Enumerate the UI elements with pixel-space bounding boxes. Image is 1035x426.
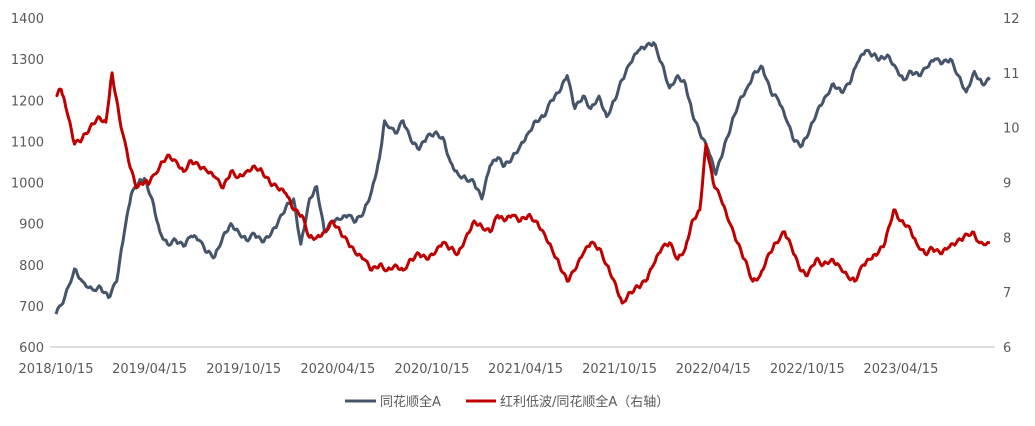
x-tick-label: 2020/04/15 xyxy=(300,362,375,377)
series-line-all-a xyxy=(54,41,991,315)
y-left-tick-label: 600 xyxy=(19,341,44,356)
y-left-tick-label: 1200 xyxy=(11,94,44,109)
legend-label-ratio: 红利低波/同花顺全A（右轴） xyxy=(500,394,669,410)
y-left-tick-label: 800 xyxy=(19,259,44,274)
x-tick-label: 2019/04/15 xyxy=(112,362,187,377)
y-left-tick-label: 700 xyxy=(19,300,44,315)
x-tick-label: 2018/10/15 xyxy=(19,362,94,377)
x-tick-label: 2021/04/15 xyxy=(488,362,563,377)
y-right-tick-label: 10 xyxy=(1003,122,1020,137)
y-right-tick-label: 9 xyxy=(1003,177,1011,192)
left-axis-tick-labels: 600 700 800 900 1000 1100 1200 1300 1400 xyxy=(11,12,44,356)
y-left-tick-label: 1100 xyxy=(11,135,44,150)
y-right-tick-label: 8 xyxy=(1003,231,1011,246)
series-line-ratio xyxy=(55,71,991,305)
y-right-tick-label: 7 xyxy=(1003,286,1011,301)
x-tick-label: 2022/04/15 xyxy=(676,362,751,377)
y-right-tick-label: 12 xyxy=(1003,12,1020,27)
x-tick-label: 2019/10/15 xyxy=(206,362,281,377)
legend-label-all-a: 同花顺全A xyxy=(380,394,441,410)
y-right-tick-label: 11 xyxy=(1003,67,1020,82)
series-lines xyxy=(54,41,991,315)
y-right-tick-label: 6 xyxy=(1003,341,1011,356)
right-axis-tick-labels: 6 7 8 9 10 11 12 xyxy=(1003,12,1020,356)
x-tick-label: 2022/10/15 xyxy=(770,362,845,377)
y-left-tick-label: 1400 xyxy=(11,12,44,27)
x-axis-tick-labels: 2018/10/15 2019/04/15 2019/10/15 2020/04/15… xyxy=(19,362,939,377)
x-tick-label: 2023/04/15 xyxy=(863,362,938,377)
legend: 同花顺全A 红利低波/同花顺全A（右轴） xyxy=(345,394,669,410)
x-tick-label: 2020/10/15 xyxy=(394,362,469,377)
y-left-tick-label: 1000 xyxy=(11,177,44,192)
y-left-tick-label: 1300 xyxy=(11,53,44,68)
y-left-tick-label: 900 xyxy=(19,218,44,233)
x-tick-label: 2021/10/15 xyxy=(582,362,657,377)
